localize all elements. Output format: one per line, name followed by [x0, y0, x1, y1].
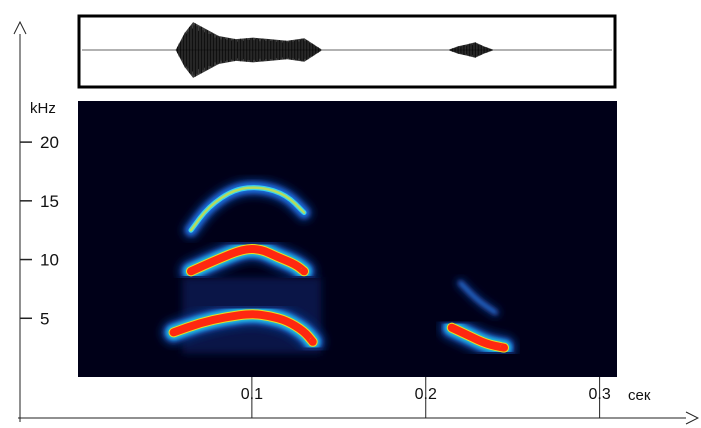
- x-tick-label: 0.2: [415, 386, 437, 403]
- x-tick-label: 0.3: [588, 386, 610, 403]
- waveform-frame: [77, 14, 617, 89]
- x-tick-label: 0.1: [241, 386, 263, 403]
- spectrogram-harmonic-2-layer-5: [187, 245, 309, 276]
- y-tick-label: 20: [40, 133, 59, 152]
- spectrogram-background: [78, 101, 617, 377]
- y-tick-label: 10: [40, 251, 59, 270]
- spectrogram-harmonic-1-layer-5: [169, 310, 317, 346]
- y-tick-label: 5: [40, 309, 49, 328]
- x-axis-unit-label: сек: [628, 387, 651, 404]
- y-tick-label: 15: [40, 192, 59, 211]
- waveform-panel: [77, 14, 617, 89]
- spectrogram-panel: 20 15 10 5 0.1 0.2 0.3 kHz сек: [20, 100, 651, 418]
- spectrogram-harmonic-3-layer-4: [189, 186, 306, 232]
- spectrogram-harmonic-4-layer-5: [447, 323, 508, 352]
- y-axis-unit-label: kHz: [30, 100, 56, 117]
- spectrogram-harmonic-5-layer-2: [458, 281, 498, 315]
- waveform-oscillation-2: [449, 42, 493, 58]
- waveform-oscillation-1: [175, 23, 321, 77]
